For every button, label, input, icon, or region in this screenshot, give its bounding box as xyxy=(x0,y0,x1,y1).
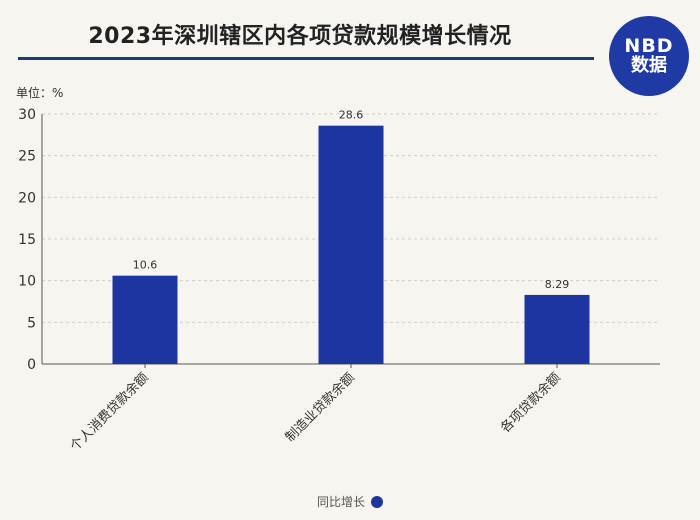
nbd-logo: NBD 数据 xyxy=(609,16,689,96)
bar xyxy=(112,275,178,364)
legend-marker xyxy=(371,495,383,508)
x-category-label: 制造业贷款余额 xyxy=(282,370,358,446)
x-category-label: 个人消费贷款余额 xyxy=(67,370,152,455)
unit-label: 单位：% xyxy=(16,86,64,100)
y-tick-label: 5 xyxy=(27,315,36,331)
y-tick-label: 25 xyxy=(18,149,36,165)
y-tick-label: 10 xyxy=(18,274,36,290)
bar-value-label: 8.29 xyxy=(545,278,570,291)
x-category-label: 各项贷款余额 xyxy=(497,370,563,436)
logo-text-nbd: NBD xyxy=(624,34,674,57)
chart-title: 2023年深圳辖区内各项贷款规模增长情况 xyxy=(88,24,512,49)
bar-value-label: 10.6 xyxy=(133,259,158,272)
y-tick-label: 30 xyxy=(18,107,36,123)
bar xyxy=(524,294,590,364)
bar-value-label: 28.6 xyxy=(339,109,364,122)
y-tick-label: 20 xyxy=(18,190,36,206)
legend-label: 同比增长 xyxy=(316,495,365,509)
logo-text-data: 数据 xyxy=(631,54,667,76)
chart-legend: 同比增长 xyxy=(0,493,700,510)
y-tick-label: 15 xyxy=(18,232,36,248)
bar xyxy=(318,125,384,365)
y-tick-label: 0 xyxy=(27,357,36,373)
title-divider xyxy=(18,57,594,60)
